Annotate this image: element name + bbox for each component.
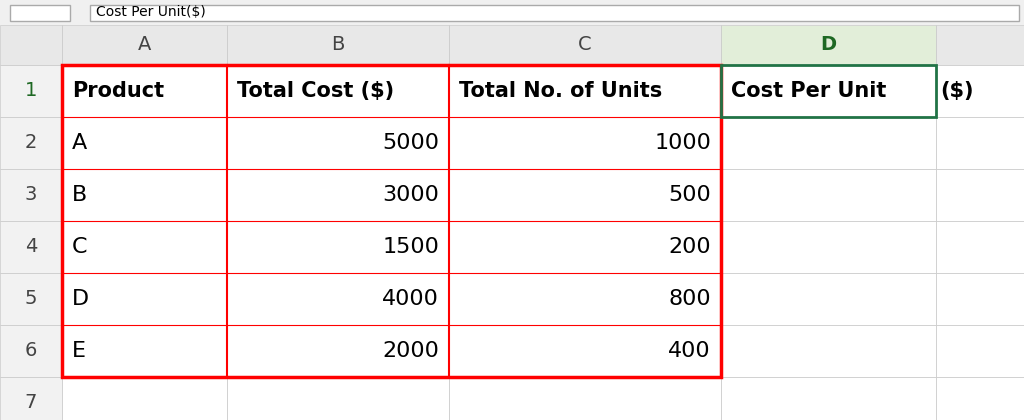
Bar [227,273,449,325]
Bar [0,377,62,420]
Text: 4: 4 [25,237,37,257]
Text: Total No. of Units: Total No. of Units [459,81,663,101]
Bar [10,5,70,21]
Bar [721,65,936,117]
Text: A: A [72,133,87,153]
Bar [936,25,1024,65]
Text: C: C [579,36,592,55]
Text: 500: 500 [669,185,711,205]
Bar [62,65,227,117]
Bar [449,325,721,377]
Bar [62,325,227,377]
Text: 200: 200 [669,237,711,257]
Text: D: D [820,36,837,55]
Bar [0,169,62,221]
Bar [721,325,936,377]
Text: 5000: 5000 [382,133,439,153]
Text: 4000: 4000 [382,289,439,309]
Text: 400: 400 [669,341,711,361]
Bar [90,5,1019,21]
Bar [62,25,227,65]
Bar [0,221,62,273]
Bar [449,169,721,221]
Bar [62,377,227,420]
Bar [227,221,449,273]
Bar [936,117,1024,169]
Bar [449,273,721,325]
Bar [0,117,62,169]
Text: 3000: 3000 [382,185,439,205]
Text: 2: 2 [25,134,37,152]
Bar [721,377,936,420]
Bar [449,65,721,117]
Bar [62,65,721,377]
Text: 2000: 2000 [382,341,439,361]
Bar [936,273,1024,325]
Bar [0,325,62,377]
Bar [0,25,62,65]
Text: E: E [72,341,86,361]
Bar [936,377,1024,420]
Bar [62,221,227,273]
Bar [62,273,227,325]
Bar [449,221,721,273]
Text: B: B [332,36,345,55]
Text: Total Cost ($): Total Cost ($) [237,81,394,101]
Text: A: A [138,36,152,55]
Bar [936,325,1024,377]
Text: B: B [72,185,87,205]
Bar [227,325,449,377]
Bar [227,377,449,420]
Text: 5: 5 [25,289,37,309]
Bar [227,117,449,169]
Bar [721,25,936,65]
Bar [721,273,936,325]
Text: 1: 1 [25,81,37,100]
Bar [936,169,1024,221]
Text: 1000: 1000 [654,133,711,153]
Bar [227,65,449,117]
Text: Cost Per Unit($): Cost Per Unit($) [96,5,206,19]
Bar [62,117,227,169]
Bar [721,117,936,169]
Text: C: C [72,237,87,257]
Bar [721,221,936,273]
Bar [227,169,449,221]
Text: D: D [72,289,89,309]
Text: 3: 3 [25,186,37,205]
Text: Product: Product [72,81,164,101]
Bar [936,65,1024,117]
Bar [62,169,227,221]
Bar [721,169,936,221]
Bar [0,0,1024,25]
Bar [449,25,721,65]
Bar [0,65,62,117]
Text: ($): ($) [940,81,974,101]
Bar [227,25,449,65]
Text: 1500: 1500 [382,237,439,257]
Text: 800: 800 [669,289,711,309]
Text: Cost Per Unit: Cost Per Unit [731,81,887,101]
Text: 7: 7 [25,394,37,412]
Bar [449,117,721,169]
Bar [449,377,721,420]
Bar [721,65,936,117]
Text: 6: 6 [25,341,37,360]
Bar [0,273,62,325]
Bar [936,221,1024,273]
